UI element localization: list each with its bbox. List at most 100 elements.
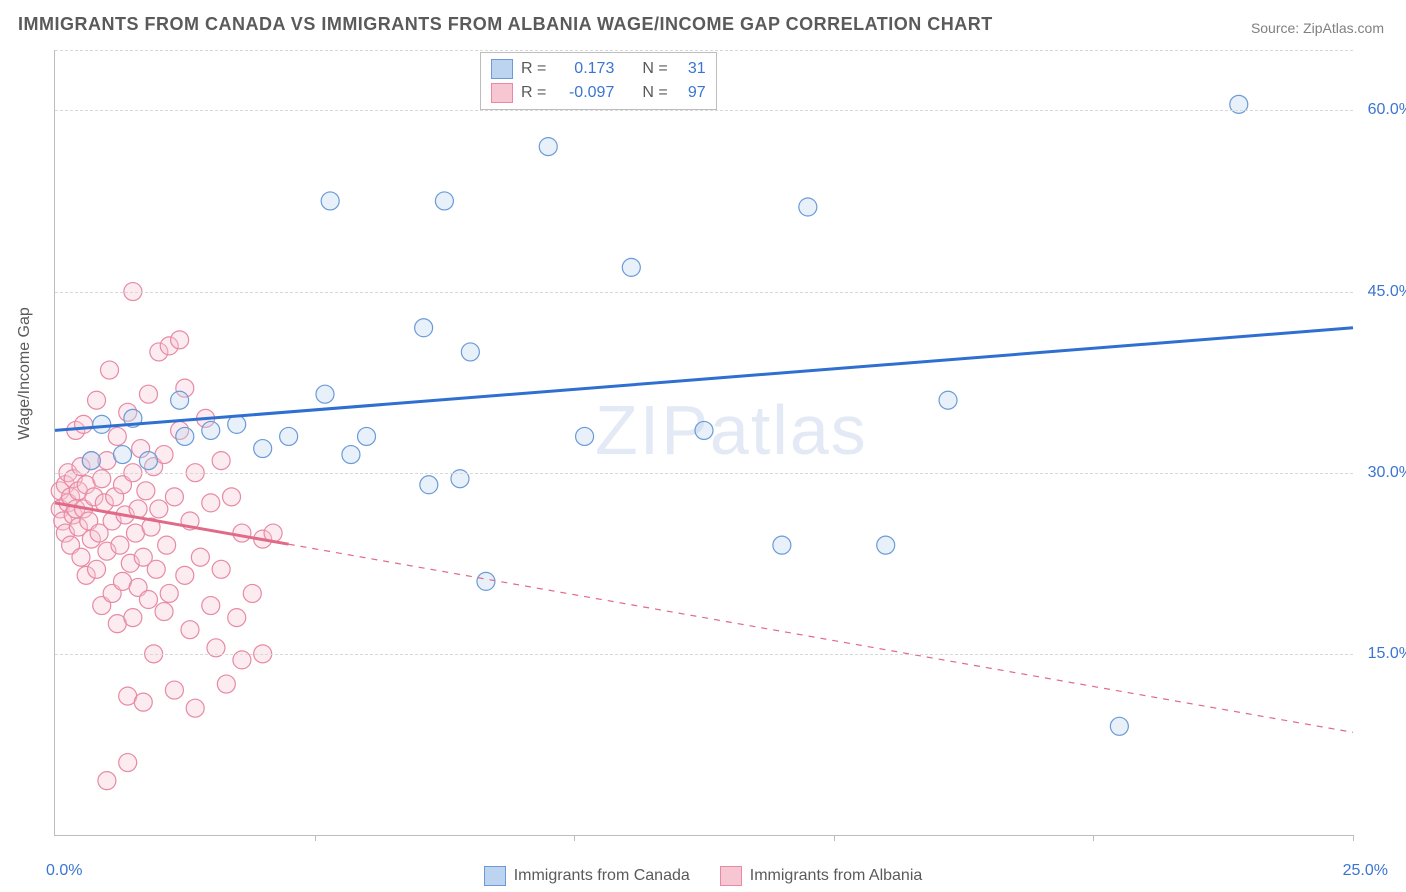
trendline-canada <box>55 328 1353 431</box>
data-point-albania <box>223 488 241 506</box>
data-point-albania <box>160 584 178 602</box>
data-point-albania <box>150 500 168 518</box>
y-tick-label: 60.0% <box>1368 101 1406 119</box>
data-point-albania <box>119 754 137 772</box>
data-point-albania <box>212 560 230 578</box>
gridline <box>55 473 1353 474</box>
data-point-albania <box>171 331 189 349</box>
r-value-albania: -0.097 <box>554 84 614 102</box>
data-point-canada <box>695 421 713 439</box>
y-tick-label: 45.0% <box>1368 283 1406 301</box>
correlation-legend: R = 0.173 N = 31 R = -0.097 N = 97 <box>480 52 717 110</box>
chart-title: IMMIGRANTS FROM CANADA VS IMMIGRANTS FRO… <box>18 14 993 35</box>
swatch-albania-bottom <box>720 866 742 886</box>
data-point-albania <box>217 675 235 693</box>
data-point-albania <box>233 524 251 542</box>
data-point-albania <box>75 415 93 433</box>
data-point-canada <box>576 427 594 445</box>
data-point-canada <box>461 343 479 361</box>
data-point-albania <box>111 536 129 554</box>
data-point-canada <box>358 427 376 445</box>
data-point-albania <box>165 488 183 506</box>
data-point-albania <box>139 591 157 609</box>
swatch-albania <box>491 83 513 103</box>
data-point-canada <box>228 415 246 433</box>
r-label: R = <box>521 84 546 102</box>
data-point-canada <box>202 421 220 439</box>
data-point-canada <box>622 258 640 276</box>
x-tick <box>1093 835 1094 841</box>
data-point-albania <box>88 391 106 409</box>
data-point-canada <box>477 572 495 590</box>
legend-item-albania: Immigrants from Albania <box>720 866 923 886</box>
data-point-albania <box>243 584 261 602</box>
x-tick <box>315 835 316 841</box>
scatter-plot-svg <box>55 50 1353 835</box>
series-legend: Immigrants from Canada Immigrants from A… <box>0 866 1406 886</box>
data-point-canada <box>420 476 438 494</box>
data-point-albania <box>155 603 173 621</box>
data-point-albania <box>228 609 246 627</box>
data-point-albania <box>147 560 165 578</box>
data-point-albania <box>158 536 176 554</box>
data-point-canada <box>176 427 194 445</box>
data-point-canada <box>1110 717 1128 735</box>
data-point-albania <box>202 597 220 615</box>
x-tick-min: 0.0% <box>46 862 82 880</box>
data-point-albania <box>98 772 116 790</box>
gridline <box>55 654 1353 655</box>
data-point-albania <box>176 566 194 584</box>
x-tick <box>574 835 575 841</box>
data-point-canada <box>113 446 131 464</box>
gridline <box>55 50 1353 51</box>
data-point-albania <box>191 548 209 566</box>
data-point-canada <box>82 452 100 470</box>
x-tick <box>834 835 835 841</box>
trendline-dash-albania <box>289 544 1353 732</box>
data-point-albania <box>72 548 90 566</box>
data-point-albania <box>212 452 230 470</box>
data-point-albania <box>186 699 204 717</box>
n-value-albania: 97 <box>676 84 706 102</box>
legend-label-albania: Immigrants from Albania <box>750 867 923 885</box>
data-point-albania <box>101 361 119 379</box>
data-point-canada <box>321 192 339 210</box>
data-point-canada <box>342 446 360 464</box>
data-point-canada <box>316 385 334 403</box>
n-label: N = <box>642 84 667 102</box>
swatch-canada <box>491 59 513 79</box>
data-point-albania <box>165 681 183 699</box>
gridline <box>55 110 1353 111</box>
data-point-albania <box>88 560 106 578</box>
data-point-albania <box>181 621 199 639</box>
legend-row-canada: R = 0.173 N = 31 <box>491 57 706 81</box>
gridline <box>55 292 1353 293</box>
n-label: N = <box>642 60 667 78</box>
legend-label-canada: Immigrants from Canada <box>514 867 690 885</box>
data-point-canada <box>415 319 433 337</box>
r-label: R = <box>521 60 546 78</box>
n-value-canada: 31 <box>676 60 706 78</box>
legend-row-albania: R = -0.097 N = 97 <box>491 81 706 105</box>
data-point-albania <box>137 482 155 500</box>
data-point-canada <box>254 440 272 458</box>
data-point-canada <box>93 415 111 433</box>
data-point-canada <box>773 536 791 554</box>
r-value-canada: 0.173 <box>554 60 614 78</box>
data-point-albania <box>124 609 142 627</box>
x-tick <box>1353 835 1354 841</box>
source-attribution: Source: ZipAtlas.com <box>1251 20 1384 36</box>
data-point-canada <box>171 391 189 409</box>
y-tick-label: 30.0% <box>1368 464 1406 482</box>
x-tick-max: 25.0% <box>1343 862 1388 880</box>
swatch-canada-bottom <box>484 866 506 886</box>
y-axis-title: Wage/Income Gap <box>16 307 34 440</box>
data-point-canada <box>435 192 453 210</box>
data-point-canada <box>877 536 895 554</box>
data-point-canada <box>280 427 298 445</box>
data-point-albania <box>139 385 157 403</box>
data-point-canada <box>539 138 557 156</box>
legend-item-canada: Immigrants from Canada <box>484 866 690 886</box>
data-point-canada <box>139 452 157 470</box>
y-tick-label: 15.0% <box>1368 645 1406 663</box>
